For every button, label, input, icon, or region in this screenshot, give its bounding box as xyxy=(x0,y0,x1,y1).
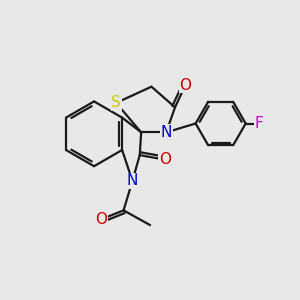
Text: O: O xyxy=(159,152,171,167)
Text: N: N xyxy=(127,173,138,188)
Text: N: N xyxy=(160,125,172,140)
Text: F: F xyxy=(255,116,263,131)
Text: S: S xyxy=(111,95,121,110)
Text: O: O xyxy=(179,78,191,93)
Text: O: O xyxy=(95,212,107,227)
